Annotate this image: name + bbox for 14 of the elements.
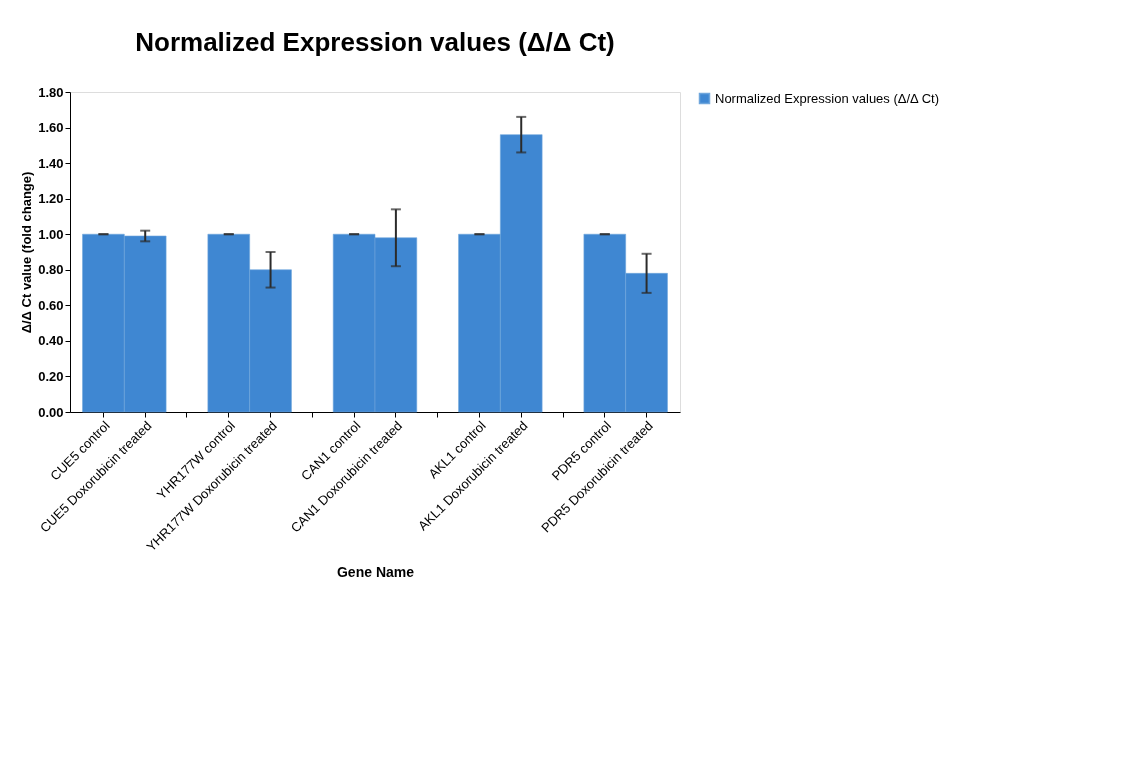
y-tick-label: 1.80: [38, 84, 64, 100]
y-tick-label: 1.20: [38, 191, 64, 207]
y-tick-label: 1.00: [38, 226, 64, 242]
y-tick-label: 0.00: [38, 404, 64, 420]
y-tick-label: 0.20: [38, 368, 64, 384]
y-tick-label: 0.80: [38, 262, 64, 278]
legend-label: Normalized Expression values (Δ/Δ Ct): [715, 90, 939, 106]
y-tick-label: 0.40: [38, 333, 64, 349]
x-axis-title: Gene Name: [336, 564, 415, 581]
chart-title: Normalized Expression values (Δ/Δ Ct): [135, 27, 615, 57]
y-axis-title: Δ/Δ Ct value (fold change): [19, 171, 35, 334]
y-tick-label: 0.60: [38, 297, 64, 313]
y-tick-label: 1.60: [38, 120, 64, 136]
y-tick-label: 1.40: [38, 155, 64, 171]
